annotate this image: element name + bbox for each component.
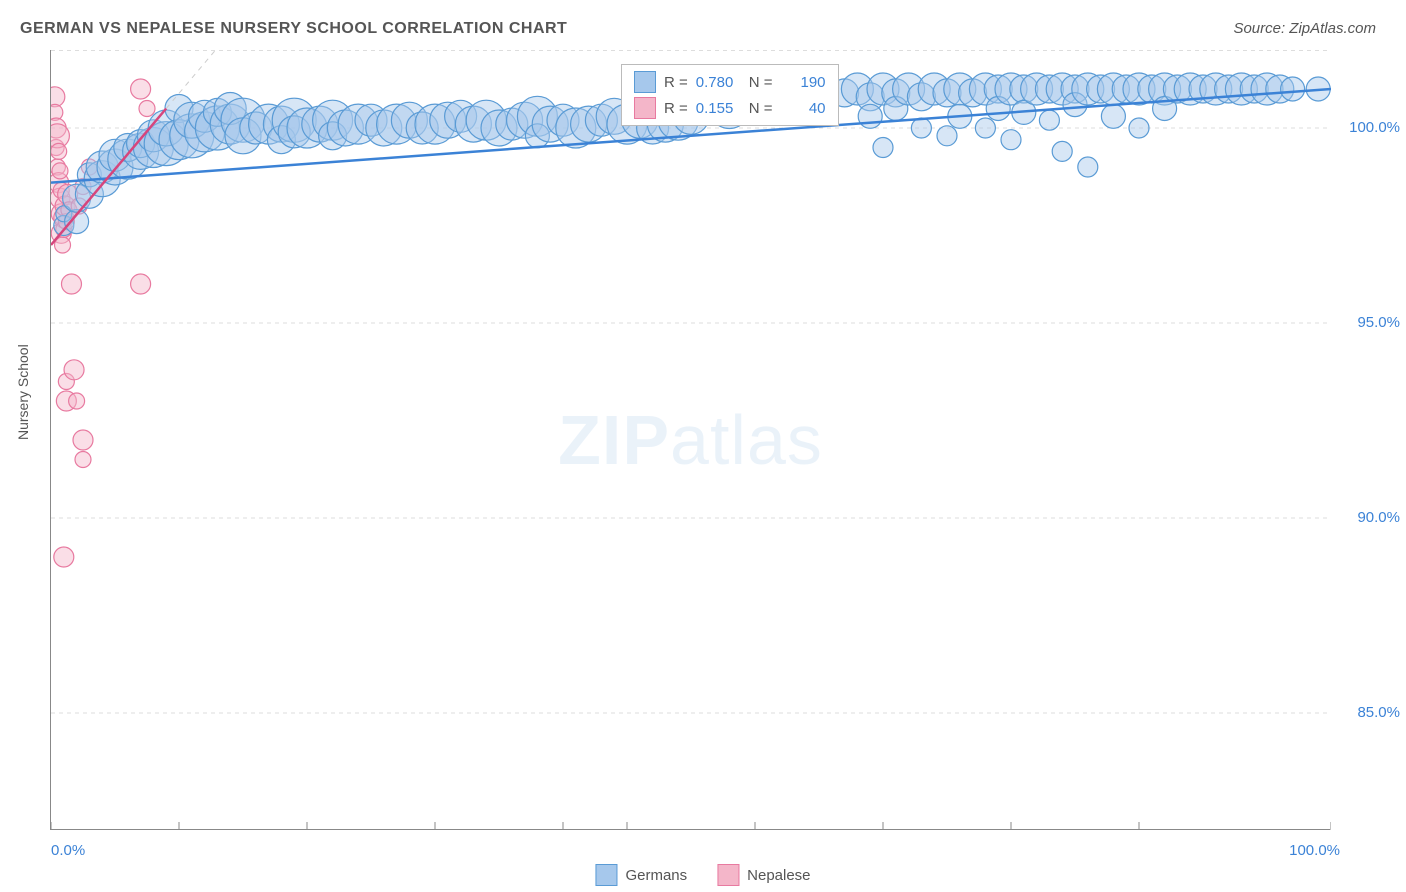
- chart-container: GERMAN VS NEPALESE NURSERY SCHOOL CORREL…: [0, 0, 1406, 892]
- x-tick-label: 100.0%: [1289, 842, 1340, 859]
- legend-swatch: [634, 97, 656, 119]
- stats-row: R = 0.780 N = 190: [634, 69, 826, 95]
- legend-swatch: [717, 864, 739, 886]
- y-axis-label: Nursery School: [15, 344, 31, 440]
- bottom-legend: Germans Nepalese: [595, 864, 810, 886]
- y-tick-label: 95.0%: [1357, 314, 1400, 331]
- x-tick-label: 0.0%: [51, 842, 85, 859]
- stat-r-value: 0.155: [696, 100, 741, 117]
- y-tick-label: 85.0%: [1357, 704, 1400, 721]
- stats-legend-box: R = 0.780 N = 190 R = 0.155 N = 40: [621, 64, 839, 126]
- legend-label: Nepalese: [747, 867, 810, 884]
- plot-area: ZIPatlas R =0.780N =190R =0.155N =40 85.…: [50, 50, 1330, 830]
- legend-item: Nepalese: [717, 864, 810, 886]
- plot-svg: [51, 50, 1331, 830]
- stat-n-label: N =: [749, 74, 773, 91]
- legend-swatch: [634, 71, 656, 93]
- stat-n-value: 190: [781, 74, 826, 91]
- source-label: Source: ZipAtlas.com: [1233, 20, 1376, 37]
- stat-n-label: N =: [749, 100, 773, 117]
- y-tick-label: 100.0%: [1349, 119, 1400, 136]
- legend-swatch: [595, 864, 617, 886]
- stat-r-label: R =: [664, 100, 688, 117]
- legend-item: Germans: [595, 864, 687, 886]
- stat-r-label: R =: [664, 74, 688, 91]
- legend-label: Germans: [625, 867, 687, 884]
- stat-r-value: 0.780: [696, 74, 741, 91]
- stat-n-value: 40: [781, 100, 826, 117]
- y-tick-label: 90.0%: [1357, 509, 1400, 526]
- chart-title: GERMAN VS NEPALESE NURSERY SCHOOL CORREL…: [20, 20, 567, 38]
- stats-row: R = 0.155 N = 40: [634, 95, 826, 121]
